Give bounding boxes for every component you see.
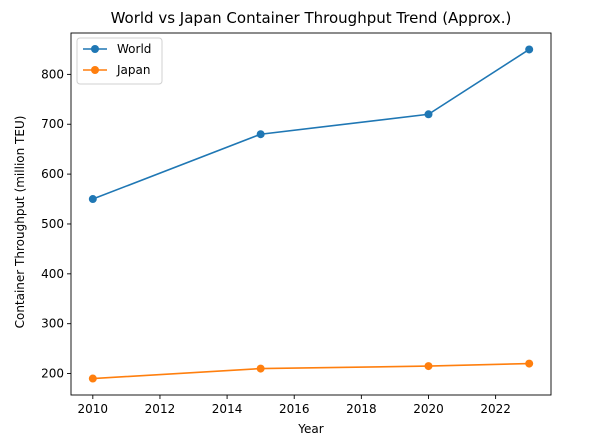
y-tick-label: 800: [41, 67, 64, 81]
x-tick-label: 2012: [145, 402, 176, 416]
x-tick-label: 2018: [346, 402, 377, 416]
legend-swatch-marker: [91, 45, 99, 53]
y-tick-label: 500: [41, 217, 64, 231]
legend: World Japan: [76, 37, 163, 85]
data-point-japan: [525, 359, 534, 368]
plot-area: [88, 45, 534, 383]
ticks: 2010 2012 2014 2016 2018 2020 2022 200 300 400 500…: [41, 67, 511, 416]
data-point-world: [88, 195, 97, 204]
data-point-world: [424, 110, 433, 119]
series-line-world: [92, 48, 530, 200]
x-tick-label: 2020: [413, 402, 444, 416]
x-tick-label: 2014: [212, 402, 243, 416]
x-axis-label: Year: [297, 422, 323, 436]
y-tick-label: 700: [41, 117, 64, 131]
data-point-world: [525, 45, 534, 54]
legend-label: World: [117, 42, 151, 56]
y-tick-label: 200: [41, 367, 64, 381]
data-point-japan: [256, 364, 265, 373]
x-tick-label: 2016: [279, 402, 310, 416]
axes-frame: [70, 32, 552, 396]
data-point-world: [256, 130, 265, 139]
y-tick-label: 300: [41, 317, 64, 331]
data-point-japan: [424, 362, 433, 371]
x-tick-label: 2022: [480, 402, 511, 416]
data-point-japan: [88, 374, 97, 383]
chart-title: World vs Japan Container Throughput Tren…: [111, 9, 512, 27]
x-tick-label: 2010: [78, 402, 109, 416]
series-line-japan: [92, 362, 530, 380]
y-axis-label: Container Throughput (million TEU): [13, 116, 27, 329]
legend-label: Japan: [116, 63, 150, 77]
y-tick-label: 600: [41, 167, 64, 181]
legend-swatch-marker: [91, 66, 99, 74]
y-tick-label: 400: [41, 267, 64, 281]
